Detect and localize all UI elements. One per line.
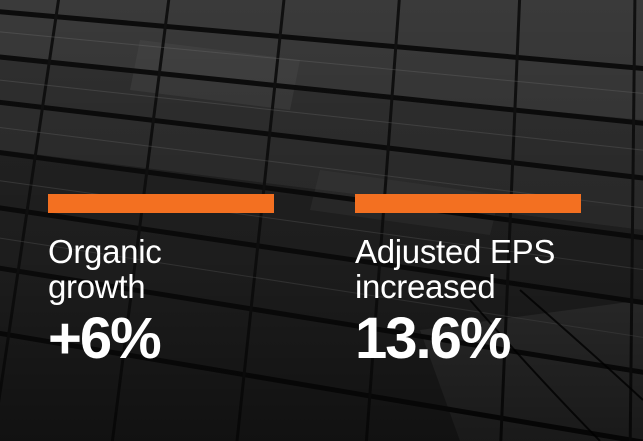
accent-bar [48,194,274,213]
stat-label: Organic growth [48,234,298,304]
stat-label-line: growth [48,268,146,305]
stat-value: +6% [48,306,162,371]
organic-growth-stat: Organic growth +6% [48,194,298,370]
stat-label-line: increased [355,268,496,305]
adjusted-eps-stat: Adjusted EPS increased 13.6% [355,194,625,370]
stat-label-line: Adjusted EPS [355,233,556,270]
stat-value: 13.6% [355,306,511,371]
stat-label-line: Organic [48,233,162,270]
accent-bar [355,194,581,213]
stat-label: Adjusted EPS increased [355,234,625,304]
